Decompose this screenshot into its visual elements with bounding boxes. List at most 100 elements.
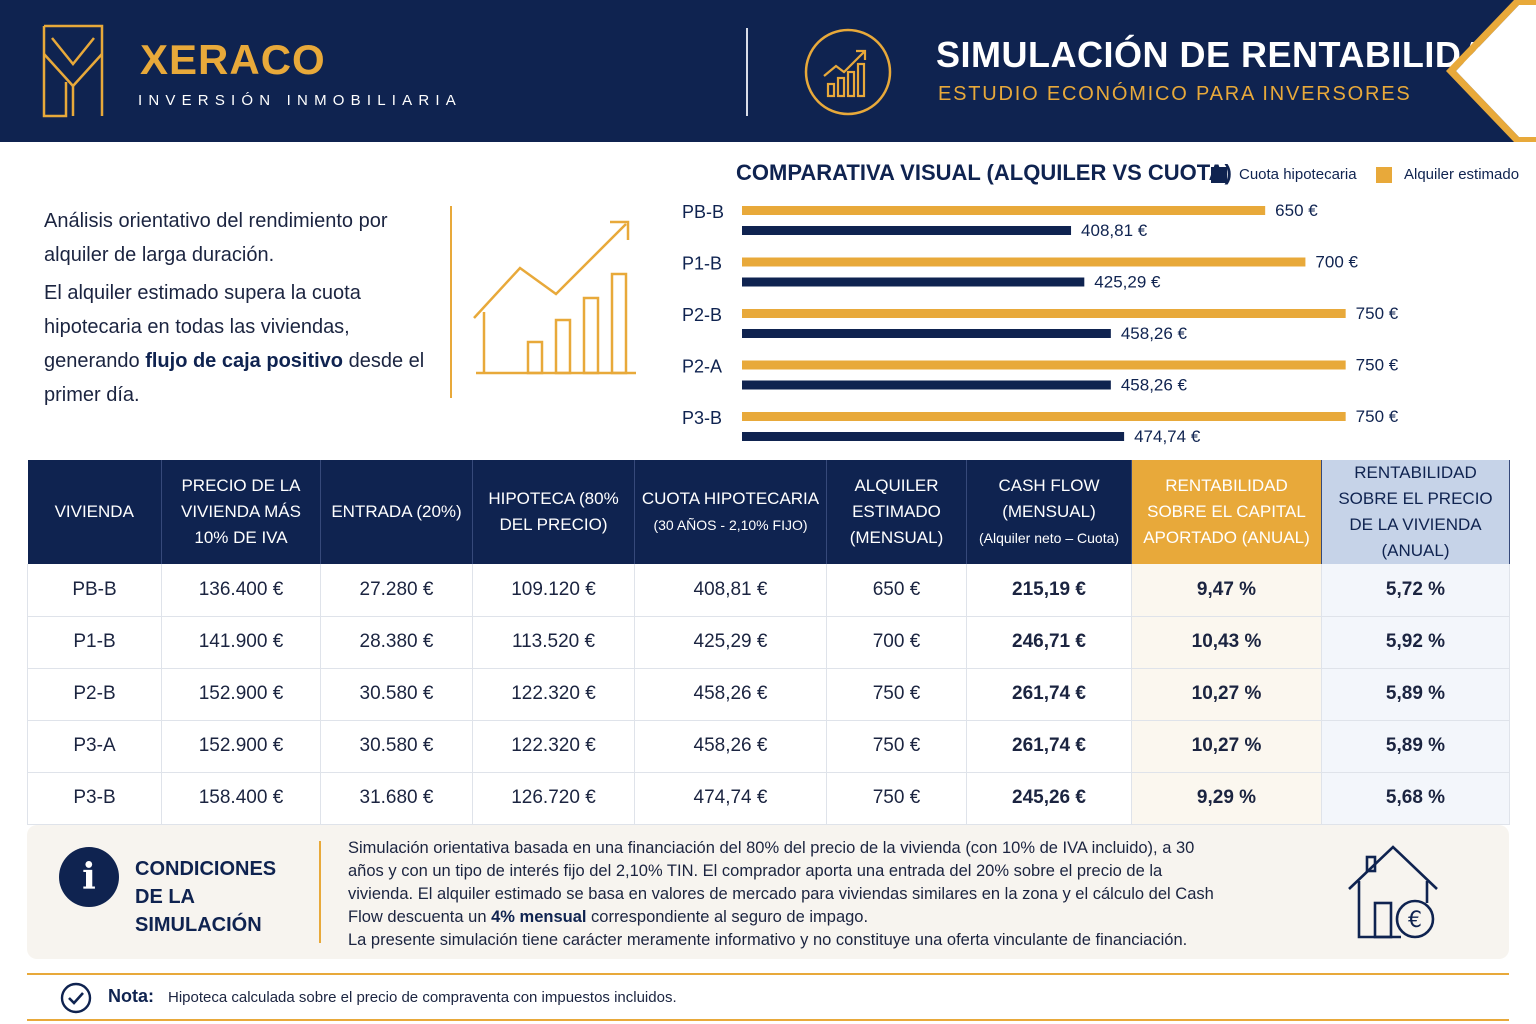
intro-text: Análisis orientativo del rendimiento por… (44, 204, 434, 416)
bar-label-cuota: 458,26 € (1121, 376, 1188, 395)
intro-line-2-end: desde el primer día. (44, 350, 425, 406)
table-cell: 31.680 € (320, 772, 473, 825)
table-cell: 30.580 € (320, 668, 473, 721)
house-euro-icon: € (1348, 845, 1438, 939)
bar-cuota (742, 329, 1111, 338)
header-cashflow-label: CASH FLOW (MENSUAL) (998, 476, 1100, 521)
table-cell: 126.720 € (472, 772, 635, 825)
table-cell: 158.400 € (161, 772, 321, 825)
page-title: SIMULACIÓN DE RENTABILIDAD (936, 34, 1515, 75)
table-cell: 246,71 € (966, 616, 1132, 669)
bar-label-cuota: 408,81 € (1081, 221, 1148, 240)
table-cell: 27.280 € (320, 564, 473, 617)
table-cell: 650 € (826, 564, 967, 617)
legend-item-alquiler: Alquiler estimado (1376, 166, 1519, 183)
bar-cuota (742, 226, 1072, 235)
comparison-bar-chart: PB-B 650 € 408,81 € P1-B 700 € 425,29 € P2-B 75… (682, 201, 1399, 446)
header-banner: XERACO INVERSIÓN INMOBILIARIA SIMULACIÓN… (0, 0, 1536, 142)
table-header-row: VIVIENDA PRECIO DE LA VIVIENDA MÁS 10% D… (27, 460, 1510, 564)
bar-label-alquiler: 650 € (1275, 201, 1318, 220)
header-rentabilidad-capital: RENTABILIDAD SOBRE EL CAPITAL APORTADO (… (1131, 460, 1322, 564)
header-chevron-decoration (1446, 0, 1536, 142)
table-cell: 109.120 € (472, 564, 635, 617)
header-hipoteca: HIPOTECA (80% DEL PRECIO) (472, 460, 635, 564)
table-cell: 458,26 € (634, 720, 827, 773)
table-cell: 425,29 € (634, 616, 827, 669)
header-entrada: ENTRADA (20%) (320, 460, 473, 564)
table-body: PB-B 136.400 €27.280 €109.120 €408,81 €65… (27, 564, 1510, 825)
legend-label-alquiler: Alquiler estimado (1404, 166, 1520, 183)
bar-alquiler (742, 360, 1346, 370)
header-alquiler: ALQUILER ESTIMADO (MENSUAL) (826, 460, 967, 564)
table-cell: PB-B (27, 564, 162, 617)
legend-swatch-alquiler (1376, 166, 1392, 183)
table-cell: P1-B (27, 616, 162, 669)
table-cell: 141.900 € (161, 616, 321, 669)
table-cell: 474,74 € (634, 772, 827, 825)
table-cell: 700 € (826, 616, 967, 669)
table-cell: P3-B (27, 772, 162, 825)
chart-category-label: P2-B (682, 305, 722, 325)
bar-cuota (742, 277, 1085, 287)
table-cell: 5,68 % (1321, 772, 1510, 825)
table-cell: 750 € (826, 668, 967, 721)
header-vivienda: VIVIENDA (27, 460, 162, 564)
table-cell: 750 € (826, 772, 967, 825)
conditions-text-start: Simulación orientativa basada en una fin… (348, 839, 1214, 926)
bar-label-cuota: 458,26 € (1121, 324, 1188, 343)
chart-category-label: P2-A (682, 357, 722, 377)
note-bottom-rule (27, 1019, 1509, 1021)
table-cell: 458,26 € (634, 668, 827, 721)
bar-alquiler (742, 309, 1346, 318)
intro-divider (450, 206, 452, 398)
conditions-highlight: 4% mensual (491, 908, 587, 926)
table-cell: 136.400 € (161, 564, 321, 617)
table-cell: 245,26 € (966, 772, 1132, 825)
brand-tagline: INVERSIÓN INMOBILIARIA (138, 92, 462, 109)
table-cell: 5,72 % (1321, 564, 1510, 617)
bar-label-cuota: 425,29 € (1094, 273, 1161, 292)
header-cuota: CUOTA HIPOTECARIA (30 AÑOS - 2,10% FIJO) (634, 460, 827, 564)
table-cell: 10,27 % (1131, 720, 1322, 773)
table-cell: 152.900 € (161, 720, 321, 773)
conditions-divider (319, 841, 321, 943)
bar-cuota (742, 380, 1111, 390)
bar-cuota (742, 432, 1125, 441)
bar-label-alquiler: 750 € (1356, 356, 1399, 375)
table-cell: P2-B (27, 668, 162, 721)
conditions-text: Simulación orientativa basada en una fin… (348, 837, 1228, 952)
bar-alquiler (742, 412, 1346, 421)
header-divider (746, 28, 748, 116)
table-cell: 215,19 € (966, 564, 1132, 617)
bar-alquiler (742, 257, 1306, 267)
intro-line-1: Análisis orientativo del rendimiento por… (44, 210, 388, 266)
header-precio: PRECIO DE LA VIVIENDA MÁS 10% DE IVA (161, 460, 321, 564)
page-subtitle: ESTUDIO ECONÓMICO PARA INVERSORES (938, 83, 1412, 105)
profitability-table: VIVIENDA PRECIO DE LA VIVIENDA MÁS 10% D… (27, 460, 1510, 825)
check-circle-icon (60, 982, 92, 1014)
intro-line-2: El alquiler estimado supera la cuota hip… (44, 276, 434, 412)
intro-highlight: flujo de caja positivo (145, 350, 344, 372)
conditions-panel: i CONDICIONES DE LA SIMULACIÓN Simulació… (27, 825, 1509, 959)
conditions-text-end: correspondiente al seguro de impago. (586, 908, 869, 926)
chart-category-label: P3-B (682, 408, 722, 428)
table-row: P3-A 152.900 €30.580 €122.320 €458,26 €75… (27, 720, 1510, 773)
table-cell: 9,47 % (1131, 564, 1322, 617)
table-cell: 5,89 % (1321, 720, 1510, 773)
intro-line-2-start: El alquiler estimado supera la cuota hip… (44, 282, 361, 372)
table-cell: 5,92 % (1321, 616, 1510, 669)
legend-item-cuota: Cuota hipotecaria (1211, 166, 1357, 183)
table-cell: 10,27 % (1131, 668, 1322, 721)
table-cell: 408,81 € (634, 564, 827, 617)
info-icon: i (59, 847, 119, 907)
table-cell: 9,29 % (1131, 772, 1322, 825)
house-growth-icon (473, 220, 636, 375)
note-label: Nota: (108, 986, 154, 1006)
header-cashflow: CASH FLOW (MENSUAL) (Alquiler neto – Cuot… (966, 460, 1132, 564)
note-top-rule (27, 973, 1509, 975)
bar-alquiler (742, 206, 1266, 215)
table-row: P1-B 141.900 €28.380 €113.520 €425,29 €70… (27, 616, 1510, 669)
chart-category-label: PB-B (682, 202, 724, 222)
table-cell: 122.320 € (472, 720, 635, 773)
chart-title: COMPARATIVA VISUAL (ALQUILER VS CUOTA) (736, 160, 1232, 185)
